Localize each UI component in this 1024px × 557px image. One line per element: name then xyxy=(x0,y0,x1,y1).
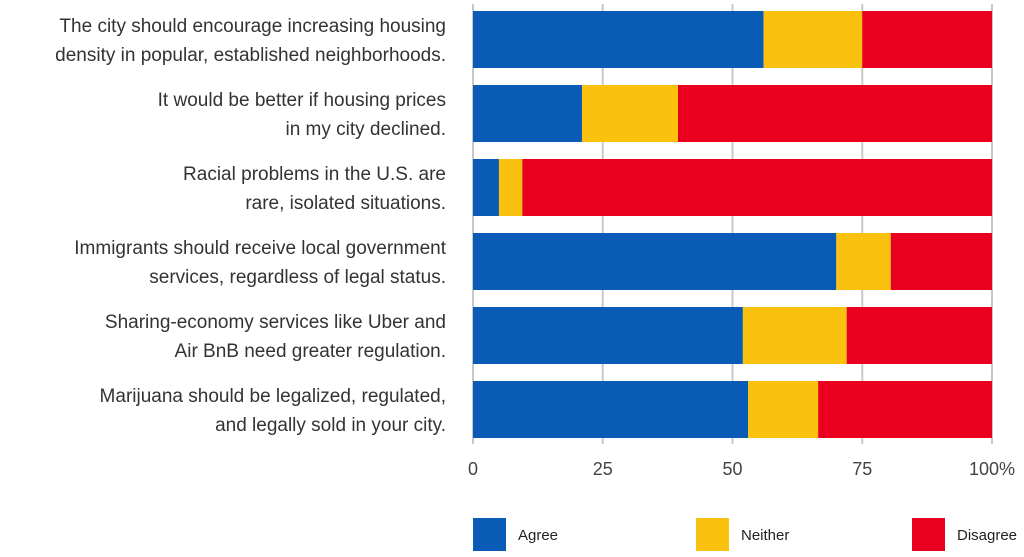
category-label: The city should encourage increasing hou… xyxy=(59,16,446,37)
bar-disagree xyxy=(846,307,992,364)
bar-neither xyxy=(763,11,863,68)
legend-swatch-agree xyxy=(473,518,506,551)
bar-neither xyxy=(742,307,847,364)
category-label: It would be better if housing prices xyxy=(158,90,446,111)
bar-disagree xyxy=(862,11,992,68)
bar-disagree xyxy=(818,381,992,438)
legend-label-disagree: Disagree xyxy=(957,527,1017,544)
category-label: rare, isolated situations. xyxy=(245,193,446,214)
x-tick-label: 50 xyxy=(722,459,742,479)
x-axis-ticks: 0 25 50 75 100% xyxy=(468,459,1015,479)
category-label: Racial problems in the U.S. are xyxy=(183,164,446,185)
category-label: Air BnB need greater regulation. xyxy=(175,341,446,362)
category-label: in my city declined. xyxy=(285,119,446,140)
bar-disagree xyxy=(678,85,992,142)
bar-neither xyxy=(498,159,523,216)
bar-agree xyxy=(473,85,582,142)
x-tick-label: 100% xyxy=(969,459,1015,479)
category-label: density in popular, established neighbor… xyxy=(55,45,446,66)
legend-swatch-neither xyxy=(696,518,729,551)
bar-neither xyxy=(748,381,819,438)
bar-disagree xyxy=(890,233,992,290)
bars xyxy=(473,11,992,438)
category-label: Immigrants should receive local governme… xyxy=(74,238,446,259)
bar-disagree xyxy=(522,159,992,216)
bar-agree xyxy=(473,159,499,216)
bar-agree xyxy=(473,307,743,364)
legend-label-agree: Agree xyxy=(518,527,558,544)
bar-agree xyxy=(473,381,749,438)
x-tick-label: 25 xyxy=(593,459,613,479)
legend: Agree Neither Disagree xyxy=(473,518,1017,551)
bar-neither xyxy=(581,85,679,142)
legend-label-neither: Neither xyxy=(741,527,789,544)
bar-neither xyxy=(836,233,891,290)
category-label: and legally sold in your city. xyxy=(215,415,446,436)
bar-agree xyxy=(473,233,837,290)
category-label: services, regardless of legal status. xyxy=(149,267,446,288)
bar-agree xyxy=(473,11,764,68)
gridlines xyxy=(472,4,993,444)
category-labels: The city should encourage increasing hou… xyxy=(55,16,447,436)
x-tick-label: 0 xyxy=(468,459,478,479)
category-label: Sharing-economy services like Uber and xyxy=(105,312,446,333)
category-label: Marijuana should be legalized, regulated… xyxy=(100,386,446,407)
legend-swatch-disagree xyxy=(912,518,945,551)
x-tick-label: 75 xyxy=(852,459,872,479)
